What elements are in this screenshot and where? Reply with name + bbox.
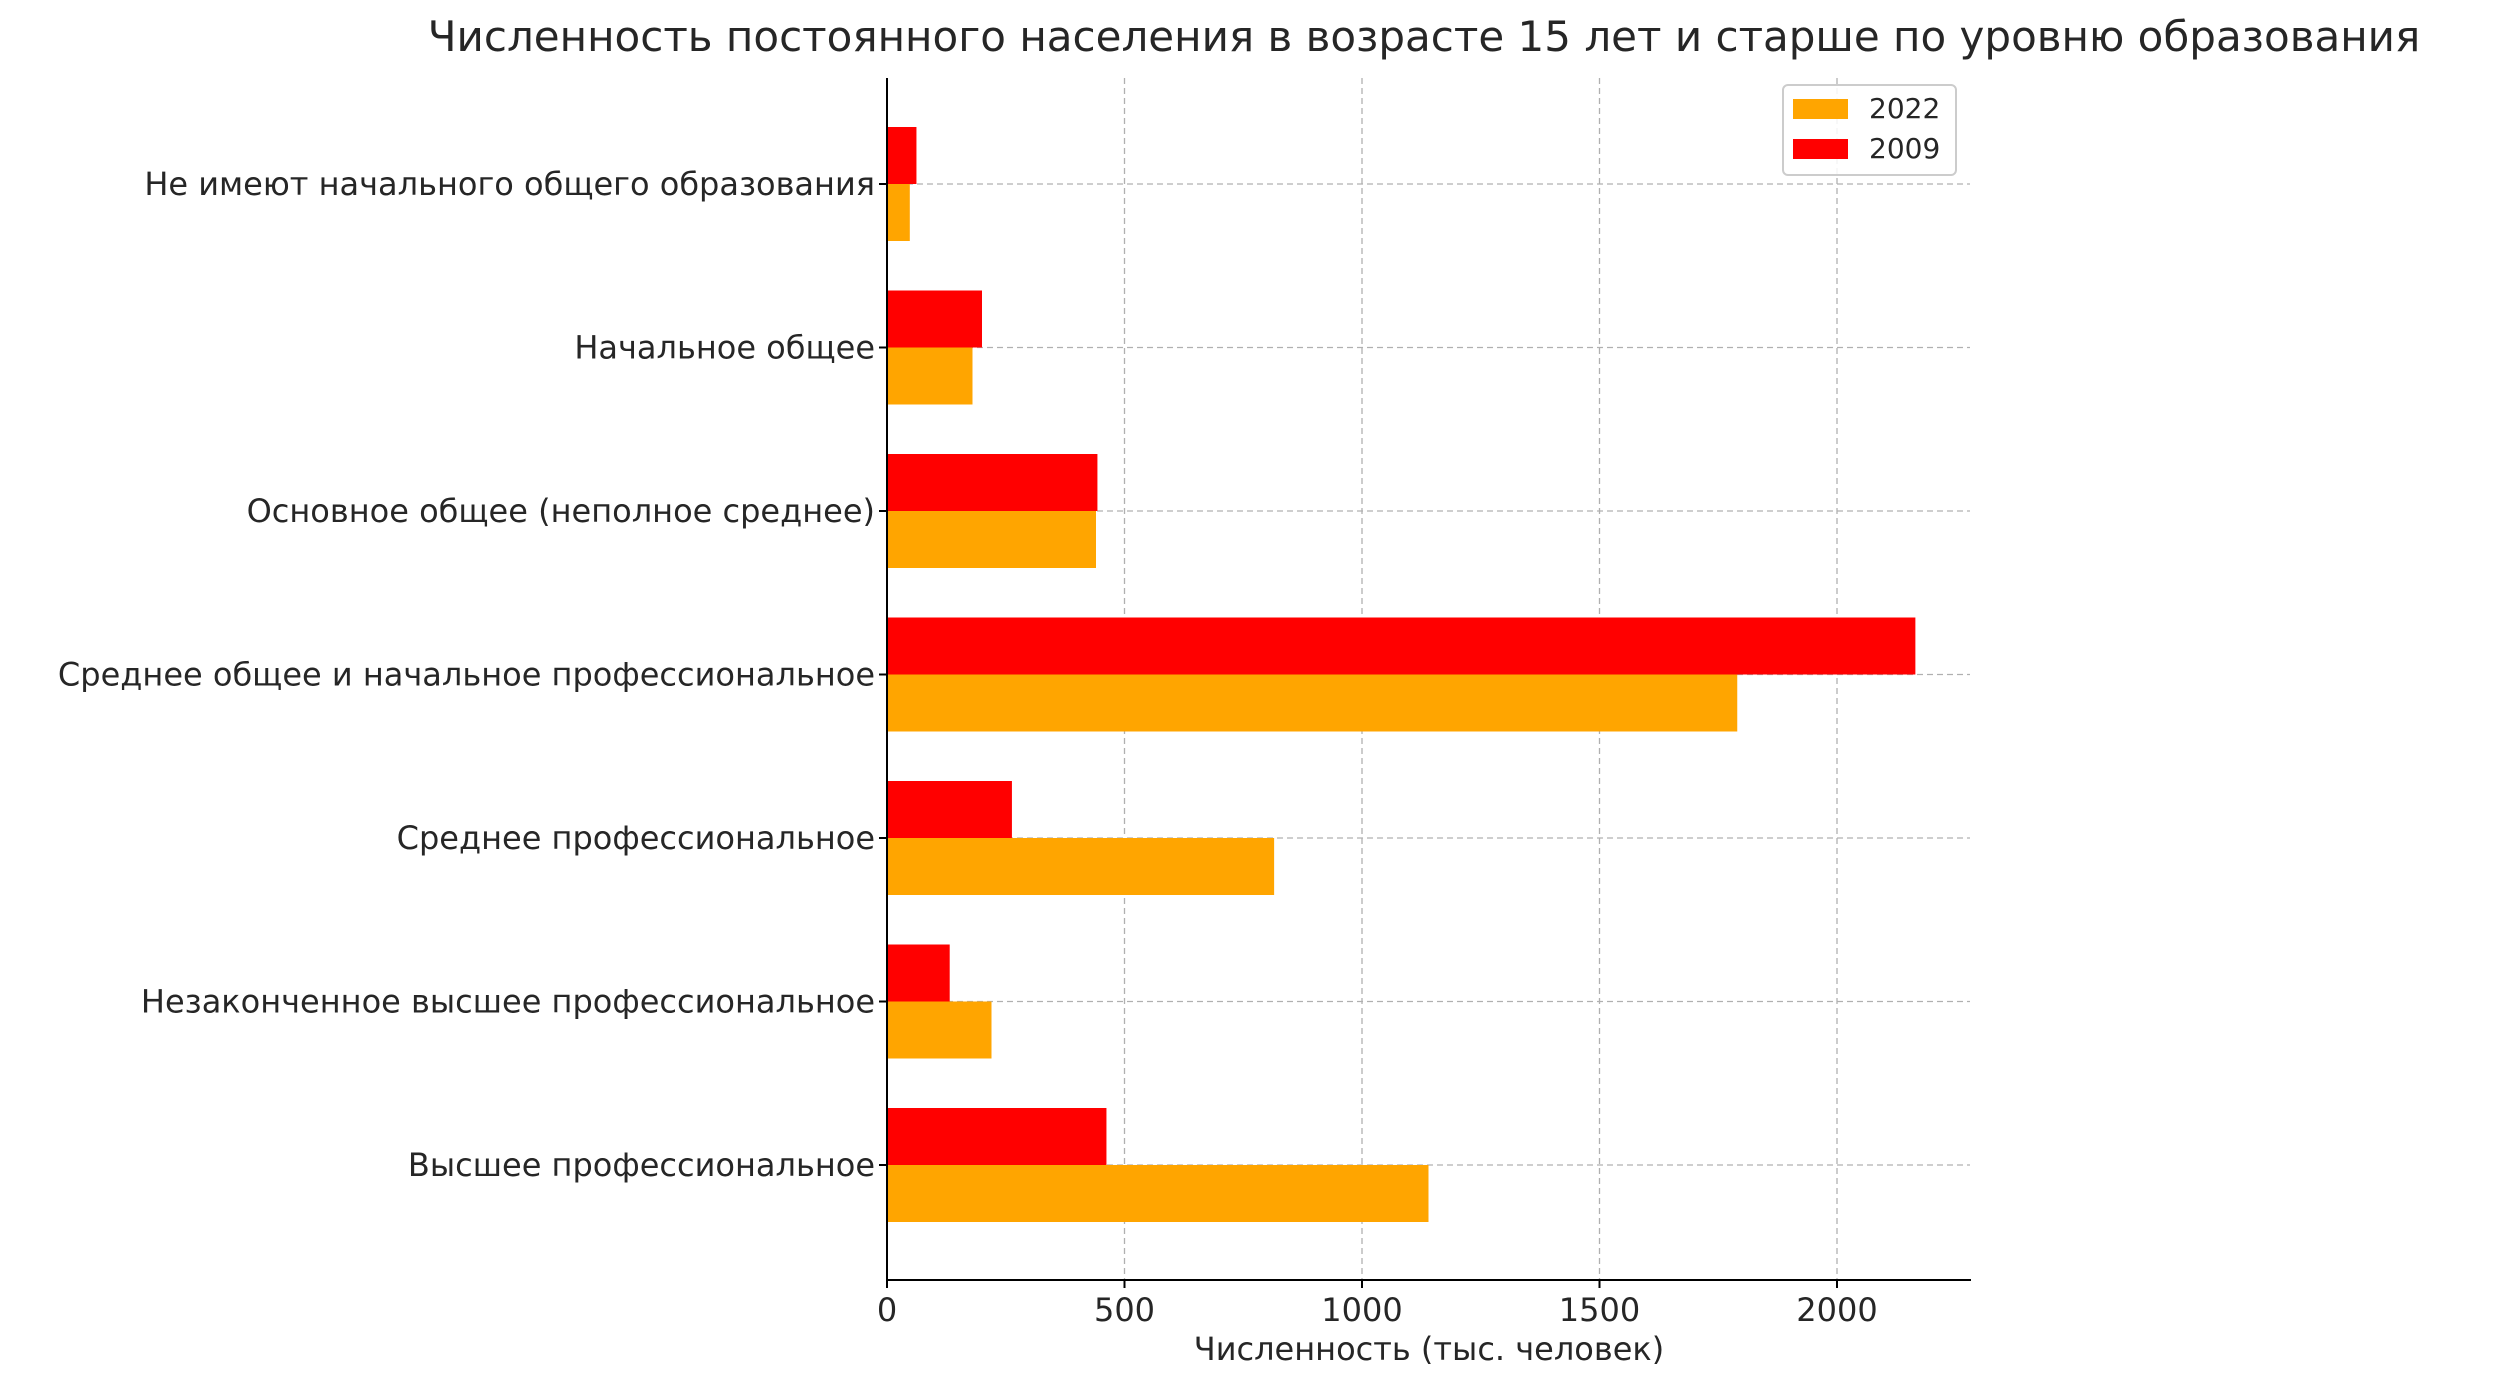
bars — [887, 127, 1916, 1222]
x-tick-label: 1000 — [1321, 1291, 1402, 1329]
legend-swatch-2022 — [1793, 99, 1848, 119]
bar-2022 — [887, 184, 910, 241]
bar-2009 — [887, 454, 1098, 511]
legend-label: 2022 — [1869, 92, 1940, 125]
legend: 2022 2009 — [1782, 84, 1957, 176]
y-tick-label: Начальное общее — [574, 329, 875, 367]
chart-title: Численность постоянного населения в возр… — [428, 12, 2420, 61]
y-tick-labels: Не имеют начального общего образования На… — [58, 165, 887, 1184]
bar-2009 — [887, 127, 917, 184]
bar-2022 — [887, 347, 973, 405]
x-tick-label: 500 — [1094, 1291, 1155, 1329]
y-tick-label: Среднее профессиональное — [397, 819, 875, 857]
y-tick-label: Не имеют начального общего образования — [144, 165, 875, 203]
x-tick-labels: 0 500 1000 1500 2000 — [877, 1280, 1878, 1329]
bar-2009 — [887, 1108, 1107, 1165]
bar-2022 — [887, 511, 1096, 568]
bar-2009 — [887, 781, 1012, 838]
x-tick-label: 2000 — [1796, 1291, 1877, 1329]
bar-2009 — [887, 290, 982, 348]
legend-label: 2009 — [1869, 132, 1940, 165]
y-tick-label: Среднее общее и начальное профессиональн… — [58, 656, 875, 694]
bar-2009 — [887, 944, 950, 1002]
y-tick-label: Основное общее (неполное среднее) — [247, 492, 875, 530]
bar-2022 — [887, 674, 1738, 732]
bar-2022 — [887, 1001, 992, 1059]
x-tick-label: 1500 — [1559, 1291, 1640, 1329]
legend-swatch-2009 — [1793, 139, 1848, 159]
bar-2022 — [887, 838, 1275, 895]
bar-2022 — [887, 1165, 1429, 1222]
x-tick-label: 0 — [877, 1291, 897, 1329]
y-tick-label: Высшее профессиональное — [408, 1146, 875, 1184]
x-axis-label: Численность (тыс. человек) — [1194, 1330, 1664, 1368]
bar-2009 — [887, 617, 1916, 675]
y-tick-label: Незаконченное высшее профессиональное — [141, 983, 875, 1021]
